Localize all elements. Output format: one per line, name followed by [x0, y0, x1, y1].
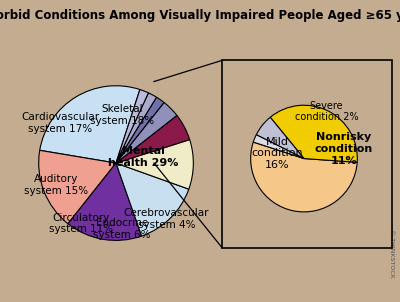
Wedge shape — [116, 102, 177, 163]
Wedge shape — [116, 163, 189, 236]
Text: Cerebrovascular
system 4%: Cerebrovascular system 4% — [124, 208, 209, 230]
Text: Mild
condition
16%: Mild condition 16% — [252, 137, 303, 170]
Text: Endocrine
system 6%: Endocrine system 6% — [94, 218, 151, 239]
Bar — [222, 60, 392, 248]
Wedge shape — [68, 163, 142, 240]
Text: Mental
health 29%: Mental health 29% — [108, 146, 178, 168]
Text: © THINKSTOCK: © THINKSTOCK — [389, 229, 394, 278]
Wedge shape — [116, 89, 148, 163]
Wedge shape — [40, 86, 140, 163]
Text: Skeletal
system 18%: Skeletal system 18% — [90, 104, 154, 126]
Wedge shape — [116, 115, 190, 163]
Wedge shape — [116, 93, 156, 163]
Wedge shape — [270, 105, 357, 162]
Wedge shape — [256, 117, 304, 159]
Text: Nonrisky
condition
11%: Nonrisky condition 11% — [315, 132, 373, 165]
Text: Cardiovascular
system 17%: Cardiovascular system 17% — [21, 112, 99, 134]
Text: Circulatory
system 11%: Circulatory system 11% — [49, 213, 113, 234]
Wedge shape — [116, 97, 164, 163]
Wedge shape — [39, 150, 116, 224]
Text: Auditory
system 15%: Auditory system 15% — [24, 174, 88, 195]
Wedge shape — [116, 140, 193, 189]
Wedge shape — [251, 142, 357, 212]
Text: Severe
condition 2%: Severe condition 2% — [294, 101, 358, 122]
Text: Comorbid Conditions Among Visually Impaired People Aged ≥65 years: Comorbid Conditions Among Visually Impai… — [0, 9, 400, 22]
Wedge shape — [253, 135, 304, 159]
